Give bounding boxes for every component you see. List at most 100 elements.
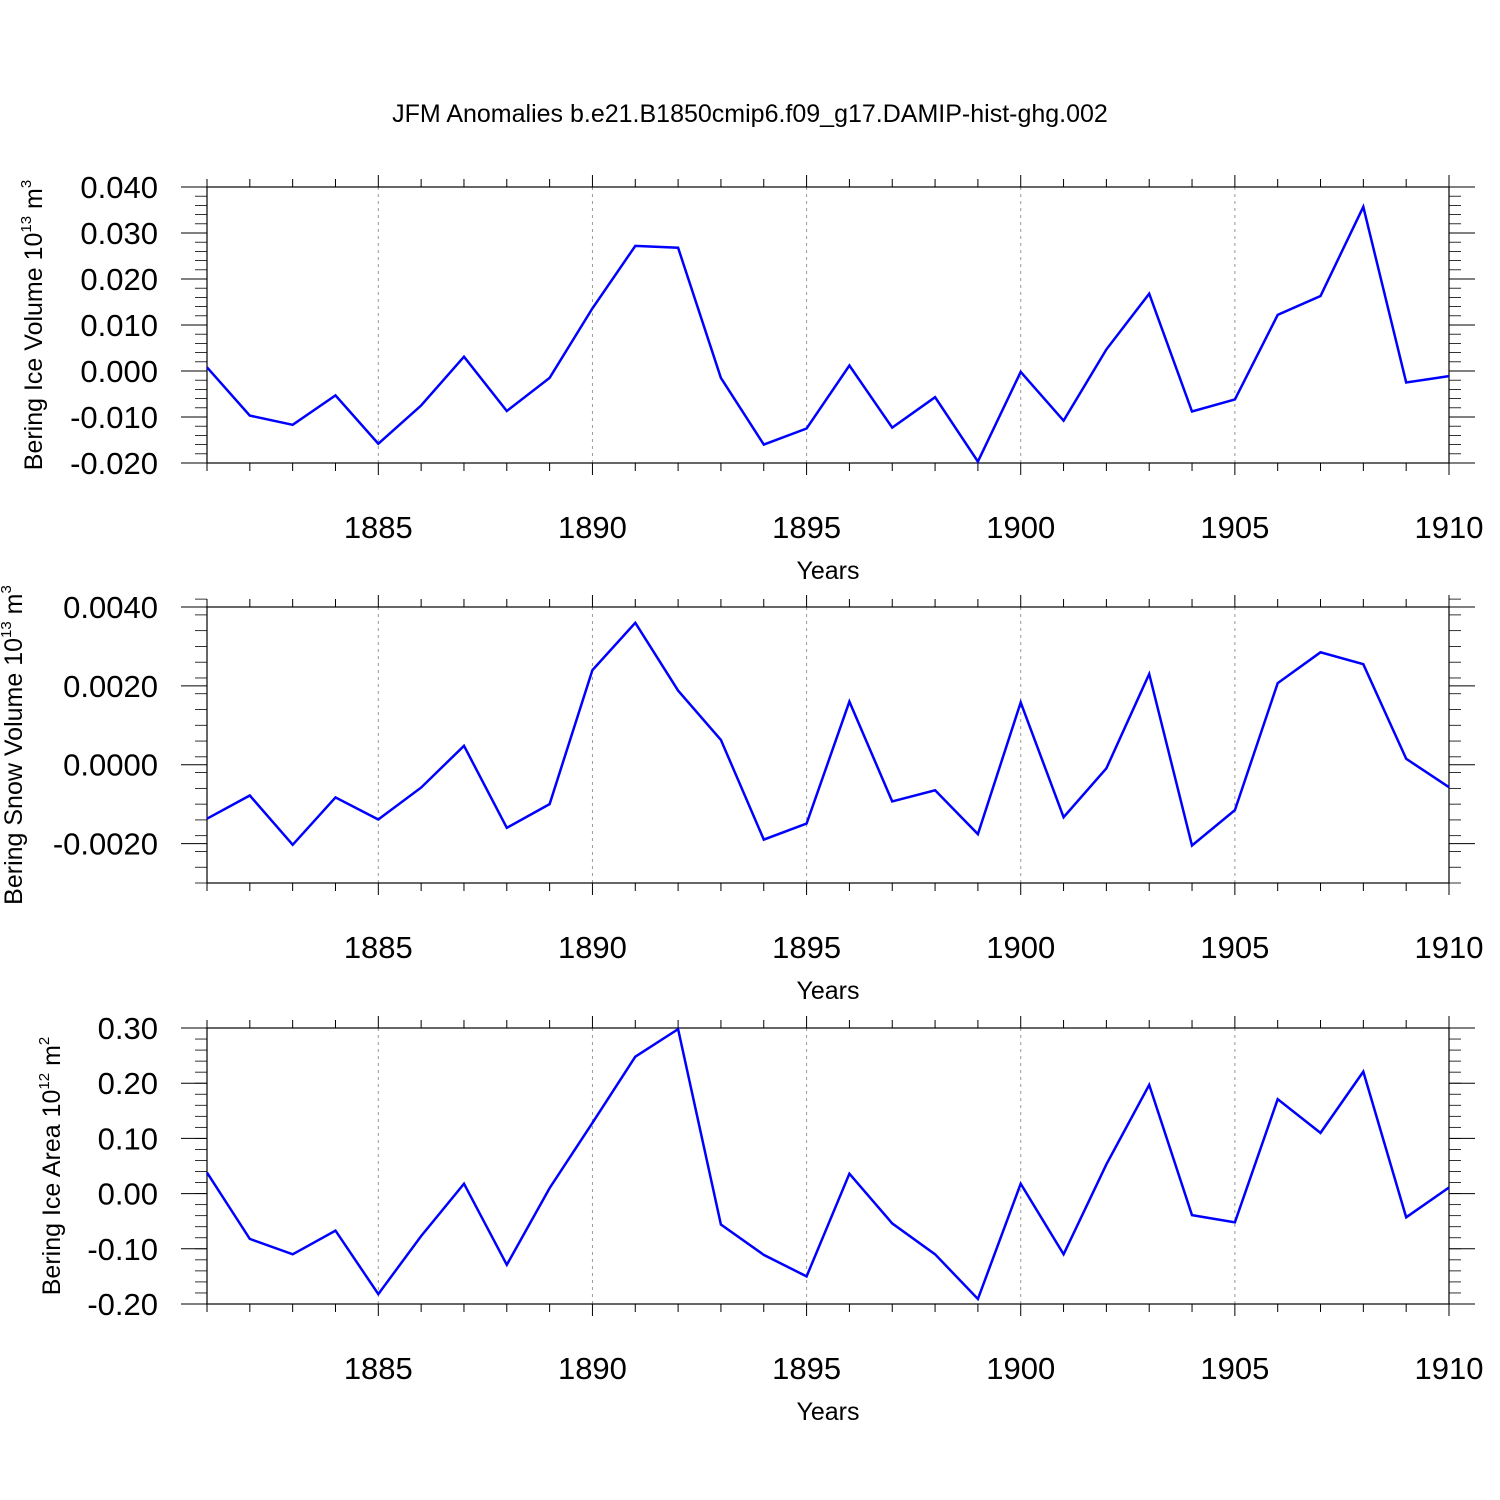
data-point bbox=[1276, 681, 1280, 685]
x-tick-label: 1900 bbox=[986, 1351, 1055, 1386]
data-point bbox=[719, 376, 723, 380]
x-tick-label: 1885 bbox=[344, 1351, 413, 1386]
data-point bbox=[719, 738, 723, 742]
y-tick-label: 0.020 bbox=[80, 262, 158, 297]
figure-title: JFM Anomalies b.e21.B1850cmip6.f09_g17.D… bbox=[392, 100, 1108, 128]
y-tick-label: 0.000 bbox=[80, 354, 158, 389]
data-point bbox=[890, 426, 894, 430]
series-line bbox=[205, 1027, 1450, 1302]
data-point bbox=[933, 788, 937, 792]
data-point bbox=[1319, 1131, 1323, 1135]
y-axis-title: Bering Ice Area 1012 m2 bbox=[36, 1037, 66, 1296]
y-tick-label: -0.0020 bbox=[53, 827, 158, 862]
data-point bbox=[548, 802, 552, 806]
x-tick-label: 1885 bbox=[344, 510, 413, 545]
data-point bbox=[1062, 815, 1066, 819]
y-axis-title-main: Bering Ice Volume 10 bbox=[20, 233, 48, 471]
data-point bbox=[590, 1121, 594, 1125]
data-point bbox=[1147, 672, 1151, 676]
data-point bbox=[376, 818, 380, 822]
data-point bbox=[1447, 785, 1451, 789]
data-point bbox=[248, 1237, 252, 1241]
y-axis-title-exponent: 13 bbox=[18, 216, 35, 233]
data-point bbox=[1319, 294, 1323, 298]
data-point bbox=[419, 1234, 423, 1238]
x-axis-title: Years bbox=[796, 977, 859, 1005]
data-point bbox=[805, 821, 809, 825]
data-point bbox=[248, 793, 252, 797]
data-point bbox=[1233, 398, 1237, 402]
data-point bbox=[976, 1297, 980, 1301]
data-point bbox=[933, 395, 937, 399]
data-point bbox=[1447, 1186, 1451, 1190]
data-point bbox=[462, 744, 466, 748]
data-point bbox=[462, 1182, 466, 1186]
data-point bbox=[1147, 1083, 1151, 1087]
data-point bbox=[291, 1252, 295, 1256]
data-point bbox=[933, 1252, 937, 1256]
data-point bbox=[633, 244, 637, 248]
x-tick-label: 1910 bbox=[1415, 930, 1484, 965]
y-tick-label: 0.00 bbox=[98, 1177, 158, 1212]
data-point bbox=[333, 393, 337, 397]
x-tick-label: 1900 bbox=[986, 930, 1055, 965]
x-tick-label: 1900 bbox=[986, 510, 1055, 545]
data-point bbox=[590, 668, 594, 672]
y-axis-title: Bering Ice Volume 1013 m3 bbox=[18, 180, 48, 470]
data-point bbox=[976, 460, 980, 464]
y-tick-label: -0.010 bbox=[70, 400, 158, 435]
data-point bbox=[676, 1027, 680, 1031]
series-line bbox=[206, 620, 1450, 848]
data-point bbox=[205, 817, 209, 821]
y-axis-title: Bering Snow Volume 1013 m3 bbox=[0, 585, 28, 905]
data-point bbox=[505, 826, 509, 830]
y-tick-label: -0.10 bbox=[87, 1232, 158, 1267]
data-point bbox=[1104, 1162, 1108, 1166]
x-tick-label: 1890 bbox=[558, 510, 627, 545]
y-axis-title-unit-exponent: 3 bbox=[18, 180, 35, 188]
data-point bbox=[676, 689, 680, 693]
data-point bbox=[1319, 650, 1323, 654]
data-point bbox=[1019, 1182, 1023, 1186]
data-point bbox=[633, 621, 637, 625]
x-tick-label: 1890 bbox=[558, 930, 627, 965]
data-point bbox=[1104, 766, 1108, 770]
data-point bbox=[376, 1292, 380, 1296]
x-tick-label: 1895 bbox=[772, 930, 841, 965]
plot-frame bbox=[206, 606, 1450, 884]
x-tick-label: 1895 bbox=[772, 510, 841, 545]
data-point bbox=[548, 1186, 552, 1190]
x-axis-title: Years bbox=[796, 557, 859, 585]
x-tick-label: 1910 bbox=[1415, 510, 1484, 545]
y-axis-title-unit-exponent: 3 bbox=[0, 585, 15, 593]
data-point bbox=[333, 1229, 337, 1233]
y-axis-title-unit: m bbox=[38, 1045, 66, 1073]
y-axis-title-main: Bering Ice Area 10 bbox=[38, 1090, 66, 1296]
data-point bbox=[1019, 370, 1023, 374]
x-tick-label: 1895 bbox=[772, 1351, 841, 1386]
data-point bbox=[890, 1221, 894, 1225]
y-tick-label: -0.20 bbox=[87, 1287, 158, 1322]
data-point bbox=[1361, 662, 1365, 666]
data-point bbox=[1190, 1213, 1194, 1217]
data-point bbox=[205, 1171, 209, 1175]
data-point bbox=[462, 355, 466, 359]
data-point bbox=[1276, 1097, 1280, 1101]
x-tick-label: 1910 bbox=[1415, 1351, 1484, 1386]
data-point bbox=[676, 246, 680, 250]
x-tick-label: 1890 bbox=[558, 1351, 627, 1386]
y-axis-title-main: Bering Snow Volume 10 bbox=[0, 638, 28, 905]
data-point bbox=[505, 1263, 509, 1267]
data-point bbox=[291, 843, 295, 847]
x-tick-label: 1905 bbox=[1200, 1351, 1269, 1386]
data-point bbox=[719, 1223, 723, 1227]
data-point bbox=[1147, 292, 1151, 296]
x-tick-label: 1905 bbox=[1200, 930, 1269, 965]
data-point bbox=[419, 404, 423, 408]
data-point bbox=[762, 443, 766, 447]
series-line bbox=[206, 203, 1450, 465]
data-point bbox=[1062, 1252, 1066, 1256]
y-axis-title-unit: m bbox=[0, 594, 28, 622]
data-point bbox=[805, 427, 809, 431]
